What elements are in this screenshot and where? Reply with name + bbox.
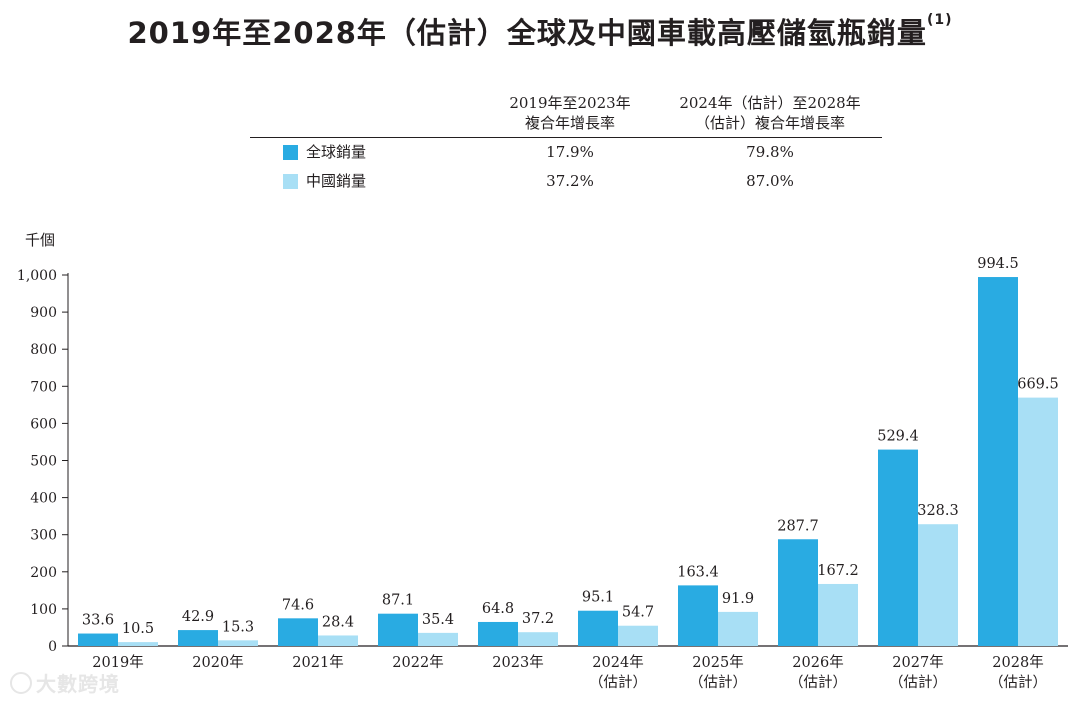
bar-global	[378, 613, 418, 646]
bar-china	[818, 583, 858, 646]
data-label-china: 37.2	[522, 611, 554, 627]
chart-title-text: 2019年至2028年（估計）全球及中國車載高壓儲氫瓶銷量	[127, 16, 927, 50]
bar-global	[78, 633, 118, 646]
x-tick-label: 2023年	[492, 654, 543, 671]
data-label-china: 91.9	[722, 591, 754, 607]
bar-china	[518, 632, 558, 646]
data-label-global: 42.9	[182, 609, 214, 625]
bar-china	[718, 611, 758, 646]
y-tick-label: 0	[48, 639, 57, 655]
data-label-china: 15.3	[222, 619, 254, 635]
cagr-header-2024-2028-line1: 2024年（估計）至2028年	[679, 94, 861, 112]
cagr-header-2024-2028-line2: （估計）複合年增長率	[694, 114, 845, 132]
bar-global	[778, 539, 818, 646]
y-tick-label: 1,000	[17, 268, 57, 284]
bar-china	[318, 635, 358, 646]
data-label-china: 28.4	[322, 614, 354, 630]
data-label-china: 669.5	[1017, 377, 1059, 393]
watermark: 大數跨境	[10, 668, 120, 697]
watermark-logo-icon	[10, 672, 32, 694]
data-label-china: 35.4	[422, 612, 454, 628]
x-tick-label: 2026年	[792, 654, 843, 671]
data-label-global: 74.6	[282, 597, 314, 613]
x-tick-label: 2020年	[192, 654, 243, 671]
bar-china	[618, 625, 658, 646]
cagr-china-2019-2023: 37.2%	[546, 172, 594, 190]
bar-global	[178, 630, 218, 646]
x-tick-label: 2022年	[392, 654, 443, 671]
y-tick-label: 800	[30, 342, 57, 358]
data-label-global: 529.4	[877, 429, 919, 445]
legend-swatch-china	[283, 174, 298, 189]
y-axis-unit-label: 千個	[25, 231, 56, 249]
cagr-row-china: 中國銷量 37.2% 87.0%	[250, 167, 882, 196]
data-label-global: 287.7	[777, 518, 819, 534]
y-tick-label: 600	[30, 416, 57, 432]
bar-global	[978, 277, 1018, 646]
data-label-china: 54.7	[622, 605, 654, 621]
x-tick-label: （估計）	[789, 674, 847, 691]
bar-china	[218, 640, 258, 646]
y-tick-label: 900	[30, 305, 57, 321]
data-label-global: 64.8	[482, 601, 514, 617]
y-tick-label: 300	[30, 528, 57, 544]
bar-china	[418, 632, 458, 646]
bar-global	[678, 585, 718, 646]
data-label-china: 328.3	[917, 503, 959, 519]
x-tick-label: 2027年	[892, 654, 943, 671]
y-tick-label: 700	[30, 379, 57, 395]
data-label-global: 163.4	[677, 564, 719, 580]
cagr-header-2024-2028: 2024年（估計）至2028年 （估計）複合年增長率	[660, 93, 880, 133]
x-tick-label: （估計）	[889, 674, 947, 691]
x-tick-label: （估計）	[589, 674, 647, 691]
cagr-table-header: 2019年至2023年 複合年增長率 2024年（估計）至2028年 （估計）複…	[250, 93, 882, 138]
bar-china	[1018, 397, 1058, 646]
legend-label-china: 中國銷量	[306, 172, 367, 190]
x-tick-label: 2021年	[292, 654, 343, 671]
x-tick-label: 2024年	[592, 654, 643, 671]
bar-global	[878, 449, 918, 646]
cagr-header-2019-2023-line1: 2019年至2023年	[509, 94, 631, 112]
data-label-global: 87.1	[382, 593, 414, 609]
data-label-china: 167.2	[817, 563, 859, 579]
cagr-global-2019-2023: 17.9%	[546, 143, 594, 161]
x-tick-label: （估計）	[989, 674, 1047, 691]
cagr-row-global: 全球銷量 17.9% 79.8%	[250, 138, 882, 167]
bar-global	[278, 618, 318, 646]
x-tick-label: 2028年	[992, 654, 1043, 671]
x-tick-label: （估計）	[689, 674, 747, 691]
data-label-china: 10.5	[122, 621, 154, 637]
legend-label-global: 全球銷量	[306, 143, 367, 161]
cagr-table: 2019年至2023年 複合年增長率 2024年（估計）至2028年 （估計）複…	[250, 93, 882, 196]
data-label-global: 33.6	[82, 613, 114, 629]
y-tick-label: 500	[30, 454, 57, 470]
y-tick-label: 100	[30, 602, 57, 618]
cagr-header-2019-2023: 2019年至2023年 複合年增長率	[480, 93, 660, 133]
x-tick-label: 2019年	[92, 654, 143, 671]
bar-china	[118, 642, 158, 646]
legend-swatch-global	[283, 145, 298, 160]
cagr-header-2019-2023-line2: 複合年增長率	[524, 114, 615, 132]
bar-global	[578, 610, 618, 646]
bar-global	[478, 621, 518, 646]
title-footnote-marker: (1)	[926, 12, 953, 28]
y-tick-label: 400	[30, 491, 57, 507]
data-label-global: 994.5	[977, 256, 1019, 272]
watermark-text: 大數跨境	[36, 672, 120, 696]
data-label-global: 95.1	[582, 590, 614, 606]
y-tick-label: 200	[30, 565, 57, 581]
chart-title: 2019年至2028年（估計）全球及中國車載高壓儲氫瓶銷量(1)	[0, 10, 1080, 52]
x-tick-label: 2025年	[692, 654, 743, 671]
cagr-global-2024-2028: 79.8%	[746, 143, 794, 161]
bar-china	[918, 524, 958, 646]
cagr-china-2024-2028: 87.0%	[746, 172, 794, 190]
